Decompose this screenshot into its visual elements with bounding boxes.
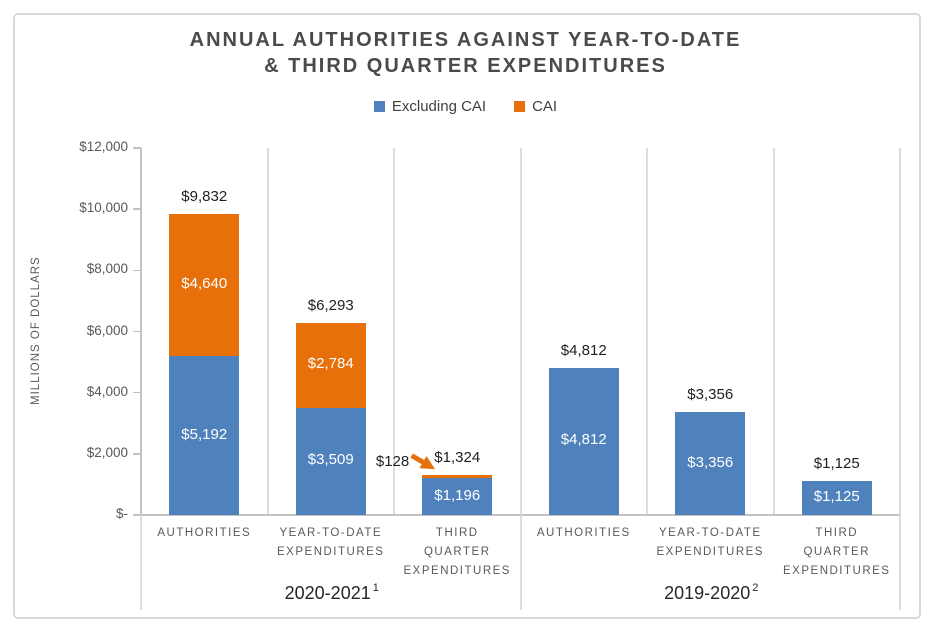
legend-item-cai: CAI [514, 98, 557, 115]
category-separator-line [393, 148, 395, 515]
category-label: THIRD QUARTER EXPENDITURES [403, 527, 511, 577]
bar-excluding-cai [295, 407, 366, 515]
bar-total-label: $4,812 [560, 341, 607, 359]
bar-excluding-cai [675, 412, 746, 515]
chart-border-frame [13, 13, 921, 619]
y-axis-line [140, 148, 142, 515]
y-axis-tick [133, 453, 141, 455]
y-axis-tick-label: $12,000 [79, 139, 128, 154]
category-separator-line [266, 148, 269, 515]
y-axis-tick [133, 514, 141, 516]
chart-title-line2: & THIRD QUARTER EXPENDITURES [264, 55, 667, 77]
bar-value-label-excluding-cai: $1,196 [434, 486, 481, 504]
bar-total-label: $3,356 [687, 386, 734, 404]
chart-title-line1: ANNUAL AUTHORITIES AGAINST YEAR-TO-DATE [189, 29, 742, 51]
group-boundary-line [140, 515, 142, 610]
bar-total-label: $1,324 [434, 448, 481, 466]
y-axis-tick [133, 147, 141, 149]
bar-value-label-excluding-cai: $1,125 [813, 487, 860, 505]
bar-total-label: $6,293 [307, 296, 354, 314]
legend-item-excluding-cai: Excluding CAI [373, 98, 487, 115]
legend-swatch-cai-icon [514, 101, 526, 112]
y-axis-tick-label: $8,000 [86, 261, 128, 277]
y-axis-tick-label: $4,000 [86, 383, 128, 399]
bar-value-label-cai: $4,640 [181, 275, 228, 293]
bar-excluding-cai [422, 478, 493, 515]
cai-callout-label: $128 [375, 452, 410, 470]
bar-value-label-cai: $2,784 [307, 355, 354, 373]
group-label: 2020-2021 1 [141, 582, 521, 604]
bar-value-label-excluding-cai: $5,192 [181, 425, 228, 443]
bar-excluding-cai [548, 367, 619, 515]
y-axis-tick-label: $2,000 [86, 444, 128, 460]
legend-label-cai: CAI [532, 98, 558, 115]
y-axis-tick [133, 269, 141, 272]
cai-callout-arrow-icon [410, 452, 440, 476]
bar-excluding-cai [169, 356, 240, 515]
category-label: AUTHORITIES [536, 527, 631, 539]
bar-value-label-excluding-cai: $4,812 [560, 431, 607, 449]
bar-value-label-excluding-cai: $3,356 [687, 453, 734, 471]
legend: Excluding CAI CAI [0, 98, 931, 115]
category-separator-line [772, 148, 775, 515]
category-label: AUTHORITIES [157, 527, 252, 539]
category-separator-line [519, 148, 522, 515]
legend-swatch-excluding-cai-icon [373, 101, 385, 112]
category-separator-line [899, 148, 901, 515]
group-boundary-line [519, 515, 522, 610]
category-label: THIRD QUARTER EXPENDITURES [783, 527, 891, 577]
bar-total-label: $9,832 [181, 188, 228, 206]
group-label: 2019-2020 2 [521, 582, 901, 604]
y-axis-tick [133, 391, 141, 394]
category-separator-line [646, 148, 648, 515]
category-label: YEAR-TO-DATE EXPENDITURES [656, 527, 764, 558]
category-label: YEAR-TO-DATE EXPENDITURES [277, 527, 385, 558]
chart-title: ANNUAL AUTHORITIES AGAINST YEAR-TO-DATE … [0, 27, 931, 79]
y-axis-tick-label: $10,000 [79, 200, 128, 216]
y-axis-tick-label: $6,000 [86, 322, 128, 338]
y-axis-tick-label: $- [115, 506, 128, 521]
group-label-footnote: 2 [752, 582, 759, 594]
bar-total-label: $1,125 [813, 454, 860, 472]
bar-cai [422, 474, 493, 479]
bar-excluding-cai [801, 480, 872, 515]
bar-cai [169, 214, 240, 357]
bar-value-label-excluding-cai: $3,509 [307, 451, 354, 469]
group-boundary-line [899, 515, 901, 610]
y-axis-tick [133, 208, 141, 210]
legend-label-excluding-cai: Excluding CAI [391, 98, 487, 115]
group-label-text: 2019-2020 [664, 583, 751, 603]
y-axis-tick [133, 330, 141, 333]
group-label-footnote: 1 [372, 582, 379, 594]
bar-cai [295, 322, 366, 408]
group-label-text: 2020-2021 [284, 583, 371, 603]
